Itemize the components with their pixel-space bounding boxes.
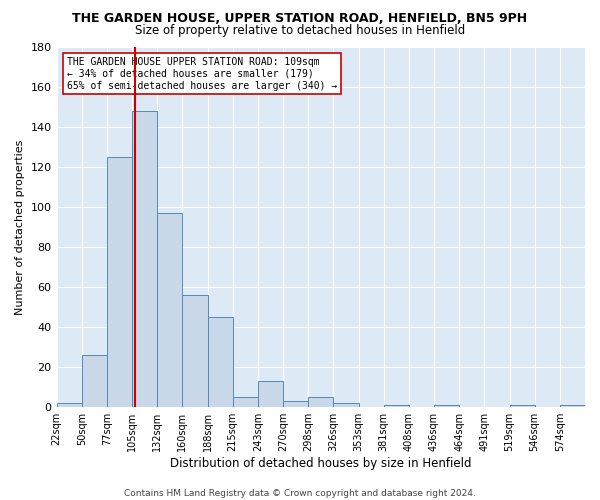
Text: THE GARDEN HOUSE UPPER STATION ROAD: 109sqm
← 34% of detached houses are smaller: THE GARDEN HOUSE UPPER STATION ROAD: 109… bbox=[67, 58, 337, 90]
Text: THE GARDEN HOUSE, UPPER STATION ROAD, HENFIELD, BN5 9PH: THE GARDEN HOUSE, UPPER STATION ROAD, HE… bbox=[73, 12, 527, 26]
Bar bbox=[132, 110, 157, 407]
Bar bbox=[107, 156, 132, 407]
Bar bbox=[560, 405, 585, 407]
Text: Size of property relative to detached houses in Henfield: Size of property relative to detached ho… bbox=[135, 24, 465, 37]
Bar bbox=[283, 401, 308, 407]
Bar bbox=[258, 381, 283, 407]
X-axis label: Distribution of detached houses by size in Henfield: Distribution of detached houses by size … bbox=[170, 457, 472, 470]
Bar bbox=[182, 295, 208, 407]
Y-axis label: Number of detached properties: Number of detached properties bbox=[15, 139, 25, 314]
Bar bbox=[308, 397, 334, 407]
Bar bbox=[157, 213, 182, 407]
Bar bbox=[434, 405, 459, 407]
Text: Contains HM Land Registry data © Crown copyright and database right 2024.: Contains HM Land Registry data © Crown c… bbox=[124, 488, 476, 498]
Bar bbox=[82, 355, 107, 407]
Bar bbox=[208, 317, 233, 407]
Bar bbox=[56, 403, 82, 407]
Bar bbox=[334, 403, 359, 407]
Bar bbox=[383, 405, 409, 407]
Bar bbox=[233, 397, 258, 407]
Bar bbox=[509, 405, 535, 407]
